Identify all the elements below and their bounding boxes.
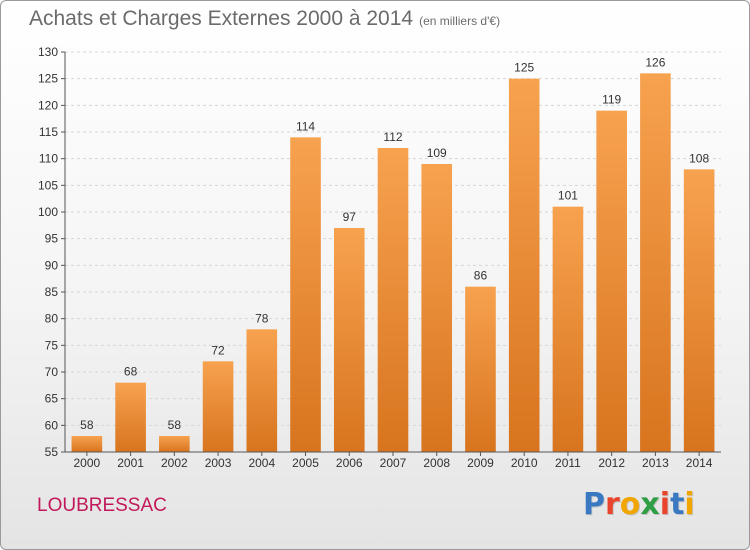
y-tick-label: 60: [45, 418, 59, 432]
logo-letter: i: [684, 487, 695, 522]
value-labels: 58 68 58 72 78 114 97 112 109 86 125 101 119 126 108: [80, 55, 709, 432]
proxiti-logo[interactable]: Proxiti: [583, 487, 695, 522]
bar: [290, 137, 321, 453]
value-label: 58: [168, 418, 182, 432]
logo-letter: o: [619, 487, 641, 522]
y-tick-label: 110: [39, 152, 58, 166]
bar: [683, 169, 715, 453]
value-label: 86: [474, 269, 488, 283]
value-label: 114: [296, 119, 315, 133]
logo-letter: x: [640, 487, 660, 522]
bar: [71, 436, 103, 452]
y-tick-label: 125: [38, 72, 58, 86]
x-tick-label: 2005: [292, 456, 319, 470]
value-label: 78: [255, 311, 269, 325]
y-tick-label: 105: [38, 178, 58, 192]
x-tick-label: 2012: [598, 456, 625, 470]
chart-title: Achats et Charges Externes 2000 à 2014 (e…: [29, 7, 500, 31]
x-tick-label: 2000: [74, 456, 101, 470]
x-tick-label: 2003: [205, 456, 232, 470]
bars: [71, 73, 715, 453]
y-tick-label: 90: [45, 258, 59, 272]
bar: [202, 361, 234, 452]
y-tick-label: 85: [45, 285, 59, 299]
x-tick-label: 2014: [686, 456, 713, 470]
value-label: 68: [124, 365, 138, 379]
x-tick-label: 2002: [161, 456, 188, 470]
y-tick-label: 65: [45, 392, 59, 406]
bar: [159, 436, 190, 452]
logo-letter: r: [605, 487, 620, 522]
bar: [246, 329, 278, 452]
y-tick-label: 70: [45, 365, 59, 379]
value-label: 72: [211, 343, 225, 357]
logo-letter: t: [670, 487, 685, 522]
y-tick-label: 130: [38, 45, 58, 59]
bar: [333, 228, 365, 452]
value-label: 58: [80, 418, 94, 432]
bar: [640, 73, 671, 452]
logo-letter: P: [583, 487, 605, 522]
chart-subtitle: (en milliers d'€): [419, 14, 501, 28]
x-tick-label: 2007: [380, 456, 407, 470]
y-tick-label: 80: [45, 312, 59, 326]
bar: [508, 78, 540, 453]
x-tick-label: 2004: [248, 456, 275, 470]
y-tick-label: 55: [45, 445, 59, 459]
x-tick-label: 2013: [642, 456, 669, 470]
x-tick-label: 2006: [336, 456, 363, 470]
y-tick-label: 75: [45, 338, 59, 352]
value-label: 126: [645, 55, 665, 69]
bar: [552, 206, 584, 452]
value-label: 112: [383, 130, 402, 144]
bar: [421, 164, 453, 452]
value-label: 108: [689, 151, 709, 165]
y-tick-label: 120: [38, 98, 58, 112]
bar: [115, 382, 146, 452]
chart-title-text: Achats et Charges Externes 2000 à 2014: [29, 7, 414, 30]
bar: [465, 286, 496, 452]
bar: [596, 110, 627, 453]
bar: [377, 148, 409, 452]
axes: 55 60 65 70 75 80 85 90 95 100 105 110 115 120 125 130 2…: [38, 45, 721, 470]
x-tick-label: 2009: [467, 456, 494, 470]
y-tick-label: 115: [39, 125, 58, 139]
y-tick-label: 95: [45, 232, 59, 246]
x-tick-label: 2001: [117, 456, 144, 470]
x-tick-label: 2011: [555, 456, 581, 470]
logo-letter: i: [659, 487, 671, 522]
x-tick-label: 2010: [511, 456, 538, 470]
value-label: 125: [514, 61, 534, 75]
y-tick-label: 100: [38, 205, 58, 219]
commune-name: LOUBRESSAC: [37, 495, 167, 516]
x-tick-label: 2008: [423, 456, 450, 470]
value-label: 101: [558, 189, 578, 203]
value-label: 109: [427, 146, 447, 160]
value-label: 97: [343, 210, 357, 224]
value-label: 119: [602, 93, 621, 107]
